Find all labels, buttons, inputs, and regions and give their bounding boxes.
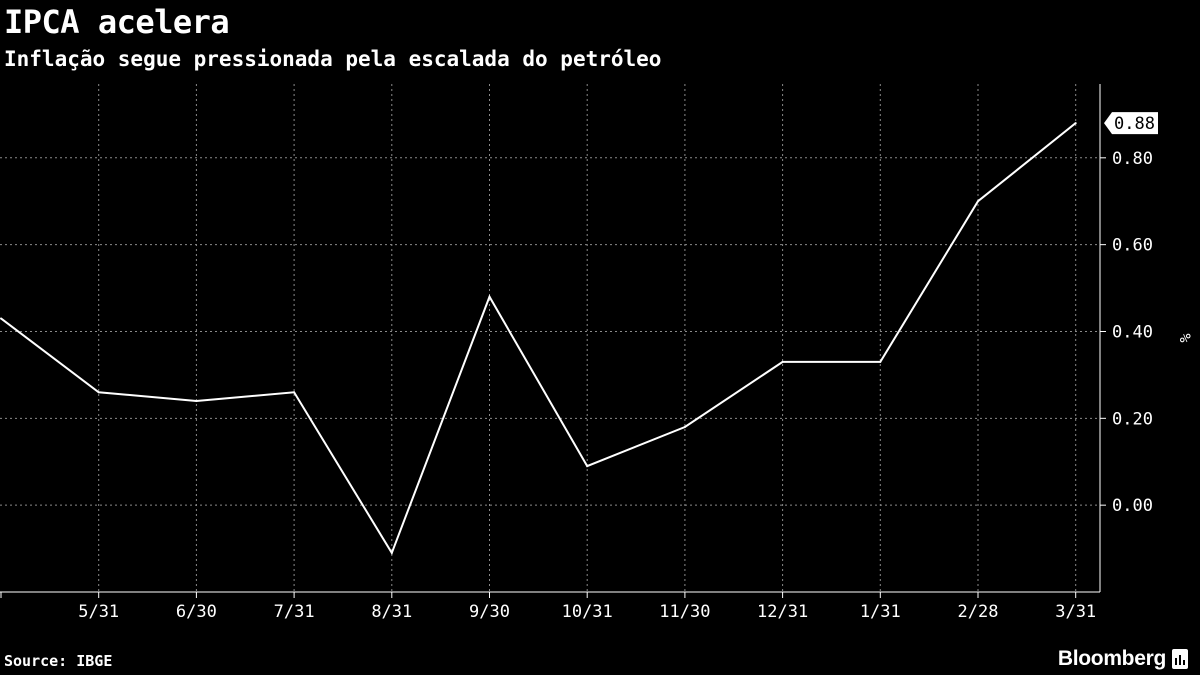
chart-title: IPCA acelera <box>4 3 230 41</box>
ipca-data-point <box>195 399 198 402</box>
x-tick-label: 7/31 <box>274 602 315 622</box>
y-tick-label: 0.80 <box>1112 149 1153 169</box>
x-tick-label: 12/31 <box>757 602 808 622</box>
bloomberg-terminal-icon <box>1172 649 1188 669</box>
ipca-data-point <box>781 360 784 363</box>
brand-name: Bloomberg <box>1057 647 1166 670</box>
brand-logo: Bloomberg <box>1058 646 1188 672</box>
source-note: Source: IBGE <box>4 652 113 670</box>
x-tick-label: 8/31 <box>371 602 412 622</box>
x-tick-label: 6/30 <box>176 602 217 622</box>
ipca-data-point <box>683 426 686 429</box>
ipca-data-point <box>293 391 296 394</box>
y-tick-label: 0.60 <box>1112 236 1153 256</box>
last-value-label: 0.88 <box>1114 114 1155 134</box>
chart-subtitle: Inflação segue pressionada pela escalada… <box>4 47 662 71</box>
ipca-series-line <box>0 122 1077 556</box>
ipca-data-point <box>586 465 589 468</box>
x-tick-label: 5/31 <box>78 602 119 622</box>
x-tick-label: 9/30 <box>469 602 510 622</box>
x-tick-label: 3/31 <box>1055 602 1096 622</box>
ipca-data-point <box>1074 122 1077 125</box>
ipca-data-point <box>0 317 2 320</box>
y-axis-label: % <box>1176 333 1194 342</box>
ipca-data-point <box>977 200 979 203</box>
last-value-callout <box>1104 112 1158 135</box>
x-tick-label: 1/31 <box>860 602 901 622</box>
ipca-data-point <box>879 360 882 363</box>
y-tick-label: 0.40 <box>1112 322 1153 342</box>
x-tick-label: 2/28 <box>958 602 999 622</box>
y-tick-label: 0.20 <box>1112 409 1153 429</box>
x-tick-label: 11/30 <box>659 602 710 622</box>
x-tick-label: 10/31 <box>562 602 613 622</box>
ipca-data-point <box>488 295 491 298</box>
ipca-data-point <box>390 551 393 554</box>
ipca-data-point <box>97 391 100 394</box>
y-tick-label: 0.00 <box>1112 496 1153 516</box>
